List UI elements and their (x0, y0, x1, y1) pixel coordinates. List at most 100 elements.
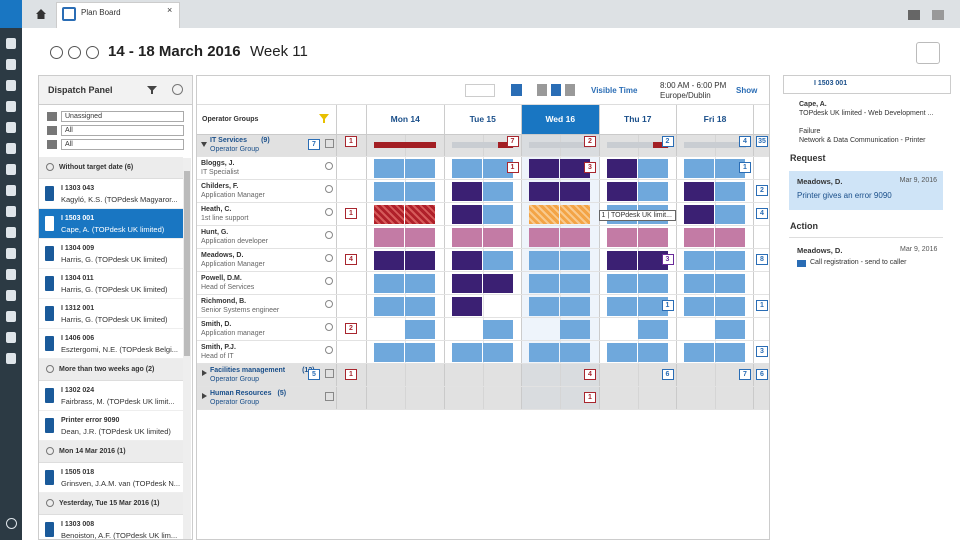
calendar-icon[interactable] (511, 84, 522, 96)
appointment[interactable] (529, 343, 559, 362)
appointment[interactable] (637, 343, 668, 362)
nav-icon[interactable] (6, 206, 16, 217)
calendar-icon[interactable] (325, 369, 334, 378)
filter-button[interactable] (147, 86, 157, 94)
appointment[interactable] (560, 274, 590, 293)
operator-icon[interactable] (325, 277, 333, 285)
nav-icon[interactable] (6, 332, 16, 343)
appointment[interactable] (715, 343, 745, 362)
appointment[interactable] (684, 297, 714, 316)
appointment[interactable] (482, 205, 513, 224)
count-badge[interactable]: 1 (661, 300, 674, 311)
appointment[interactable] (374, 251, 404, 270)
appointment[interactable] (529, 274, 559, 293)
appointment[interactable] (637, 251, 668, 270)
count-badge[interactable]: 1 (345, 136, 357, 147)
appointment[interactable] (529, 297, 559, 316)
appointment[interactable] (374, 159, 404, 178)
appointment[interactable] (405, 274, 435, 293)
group-toggle[interactable] (46, 365, 54, 373)
appointment[interactable] (560, 182, 590, 201)
count-badge[interactable]: 1 (739, 162, 751, 173)
nav-icon[interactable] (6, 269, 16, 280)
menu-button[interactable] (0, 0, 22, 28)
nav-icon[interactable] (6, 59, 16, 70)
dispatch-item[interactable]: I 1406 006 Esztergomi, N.E. (TOPdesk Belg… (39, 329, 183, 359)
nav-icon[interactable] (6, 38, 16, 49)
appointment[interactable] (482, 228, 513, 247)
detail-id[interactable]: I 1503 001 (814, 80, 848, 87)
count-badge[interactable]: 2 (661, 136, 674, 147)
week-view[interactable] (551, 84, 561, 96)
appointment[interactable] (715, 228, 745, 247)
filter-select[interactable]: All (61, 139, 184, 150)
group-toggle[interactable] (46, 163, 54, 171)
count-badge[interactable]: 6 (756, 369, 768, 380)
appointment[interactable] (482, 251, 513, 270)
appointment[interactable] (529, 182, 559, 201)
show-menu[interactable]: Show (736, 86, 758, 95)
count-badge[interactable]: 6 (661, 369, 674, 380)
appointment[interactable] (374, 205, 404, 224)
settings-icon[interactable] (6, 518, 17, 529)
appointment[interactable] (451, 297, 482, 316)
collapse-button[interactable] (172, 84, 183, 95)
count-badge[interactable]: 2 (584, 136, 596, 147)
appointment[interactable] (715, 320, 745, 339)
count-badge[interactable]: 4 (756, 208, 768, 219)
zoom-select[interactable] (465, 84, 495, 97)
appointment[interactable] (637, 297, 668, 316)
nav-icon[interactable] (6, 227, 16, 238)
appointment[interactable] (405, 320, 435, 339)
appointment[interactable] (405, 343, 435, 362)
dispatch-item[interactable]: I 1304 009 Harris, G. (TOPdesk UK limited… (39, 239, 183, 269)
count-badge[interactable]: 3 (584, 162, 596, 173)
operator-icon[interactable] (325, 300, 333, 308)
scrollbar-thumb[interactable] (184, 171, 190, 356)
appointment[interactable] (482, 182, 513, 201)
appointment[interactable] (405, 182, 435, 201)
appointment[interactable] (451, 159, 482, 178)
operator-icon[interactable] (325, 162, 333, 170)
appointment[interactable] (715, 205, 745, 224)
appointment[interactable] (374, 182, 404, 201)
appointment[interactable] (560, 343, 590, 362)
nav-prev[interactable] (50, 46, 63, 59)
nav-next[interactable] (86, 46, 99, 59)
appointment[interactable] (560, 228, 590, 247)
count-badge[interactable]: 8 (756, 254, 768, 265)
appointment[interactable] (684, 205, 714, 224)
appointment[interactable] (451, 343, 482, 362)
appointment[interactable] (560, 320, 590, 339)
appointment[interactable] (606, 251, 637, 270)
nav-icon[interactable] (6, 143, 16, 154)
nav-icon[interactable] (6, 185, 16, 196)
appointment[interactable] (637, 320, 668, 339)
expand-arrow[interactable] (201, 142, 207, 150)
appointment[interactable] (451, 274, 482, 293)
day-header[interactable]: Thu 17 (598, 105, 676, 134)
appointment[interactable] (374, 343, 404, 362)
appointment[interactable] (637, 228, 668, 247)
dispatch-item[interactable]: I 1302 024 Fairbrass, M. (TOPdesk UK limi… (39, 381, 183, 411)
appointment[interactable] (637, 274, 668, 293)
filter-select[interactable]: Unassigned (61, 111, 184, 122)
appointment[interactable] (374, 297, 404, 316)
calendar-icon[interactable] (325, 392, 334, 401)
appointment[interactable] (405, 297, 435, 316)
count-badge[interactable]: 4 (739, 136, 751, 147)
appointment[interactable] (405, 159, 435, 178)
dispatch-item[interactable]: I 1303 043 Kagyló, K.S. (TOPdesk Magyaror… (39, 179, 183, 209)
visible-time[interactable]: Visible Time (591, 86, 638, 95)
operator-icon[interactable] (325, 254, 333, 262)
appointment[interactable] (684, 228, 714, 247)
count-badge[interactable]: 2 (345, 323, 357, 334)
appointment[interactable] (684, 182, 714, 201)
appointment[interactable] (684, 274, 714, 293)
nav-icon[interactable] (6, 164, 16, 175)
appointment[interactable] (529, 228, 559, 247)
nav-icon[interactable] (6, 353, 16, 364)
operator-icon[interactable] (325, 231, 333, 239)
appointment[interactable] (529, 159, 559, 178)
appointment[interactable] (637, 159, 668, 178)
